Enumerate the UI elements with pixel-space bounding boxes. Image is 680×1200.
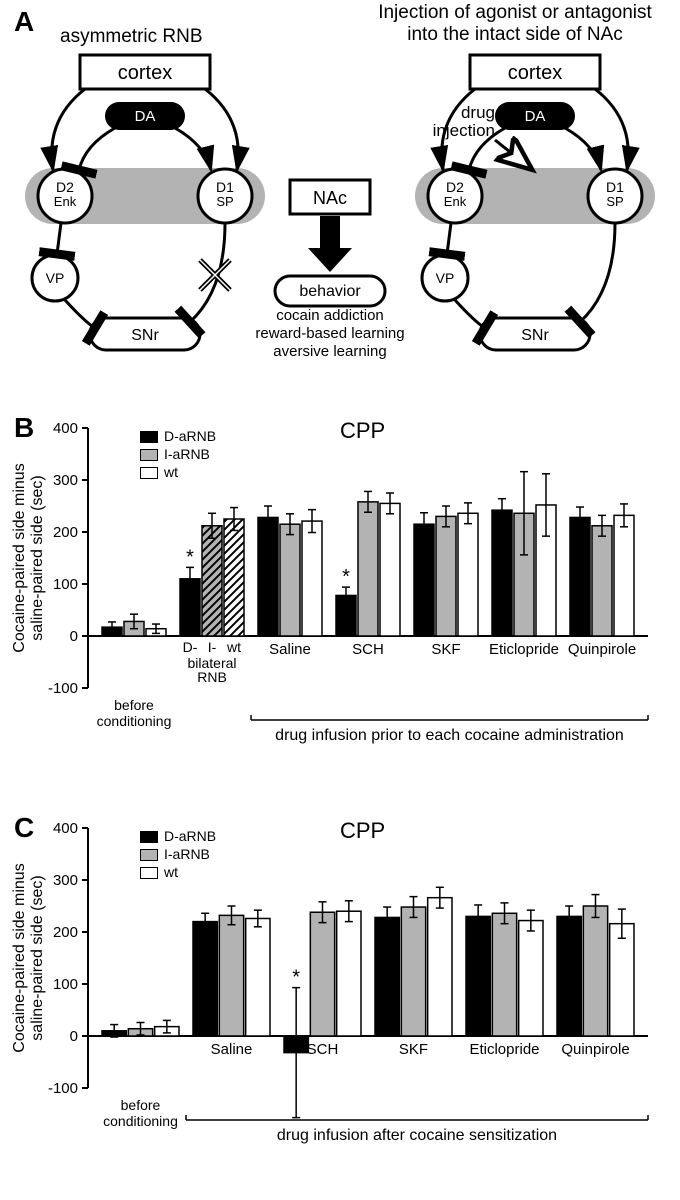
svg-text:before: before <box>121 1097 161 1113</box>
svg-text:Quinpirole: Quinpirole <box>561 1041 629 1058</box>
svg-text:cortex: cortex <box>508 62 562 84</box>
panel-a-diagram: cortexDAD2EnkD1SPVPSNrcortexDAD2EnkD1SPV… <box>0 0 680 370</box>
svg-text:VP: VP <box>46 270 65 286</box>
svg-text:RNB: RNB <box>197 669 227 685</box>
svg-text:*: * <box>292 967 300 989</box>
svg-text:SCH: SCH <box>352 641 384 658</box>
svg-text:Saline: Saline <box>269 641 311 658</box>
svg-text:saline-paired side (sec): saline-paired side (sec) <box>29 475 46 640</box>
svg-text:Eticlopride: Eticlopride <box>489 641 559 658</box>
svg-text:SP: SP <box>606 194 623 209</box>
svg-text:drug: drug <box>461 103 495 122</box>
svg-text:wt: wt <box>226 639 241 655</box>
svg-text:Enk: Enk <box>444 194 467 209</box>
svg-text:Eticlopride: Eticlopride <box>469 1041 539 1058</box>
svg-text:aversive learning: aversive learning <box>273 343 386 360</box>
svg-text:D2: D2 <box>56 179 74 195</box>
svg-text:SKF: SKF <box>399 1041 428 1058</box>
svg-text:conditioning: conditioning <box>103 1113 178 1129</box>
svg-text:NAc: NAc <box>313 188 347 208</box>
svg-text:100: 100 <box>53 976 78 993</box>
svg-text:400: 400 <box>53 420 78 437</box>
svg-text:Cocaine-paired side minus: Cocaine-paired side minus <box>11 863 28 1052</box>
svg-text:SNr: SNr <box>521 327 549 344</box>
svg-text:D1: D1 <box>216 179 234 195</box>
svg-text:0: 0 <box>70 628 78 645</box>
svg-text:D2: D2 <box>446 179 464 195</box>
svg-text:SCH: SCH <box>307 1041 339 1058</box>
svg-text:D1: D1 <box>606 179 624 195</box>
svg-text:DA: DA <box>525 108 546 125</box>
svg-text:Quinpirole: Quinpirole <box>568 641 636 658</box>
svg-text:0: 0 <box>70 1028 78 1045</box>
svg-text:D-: D- <box>183 639 198 655</box>
svg-text:conditioning: conditioning <box>97 713 172 729</box>
svg-text:VP: VP <box>436 270 455 286</box>
svg-text:drug infusion prior to each co: drug infusion prior to each cocaine admi… <box>275 727 624 744</box>
svg-text:*: * <box>342 566 350 588</box>
svg-text:saline-paired side (sec): saline-paired side (sec) <box>29 875 46 1040</box>
svg-text:Saline: Saline <box>211 1041 253 1058</box>
svg-text:injection: injection <box>433 121 495 140</box>
svg-text:200: 200 <box>53 924 78 941</box>
svg-text:SP: SP <box>216 194 233 209</box>
svg-text:behavior: behavior <box>299 283 361 300</box>
svg-text:300: 300 <box>53 472 78 489</box>
svg-text:200: 200 <box>53 524 78 541</box>
svg-text:I-: I- <box>208 639 217 655</box>
svg-text:300: 300 <box>53 872 78 889</box>
panel-c-chart: -100 0 100 200 300 400 Cocaine-paired side min… <box>0 810 680 1200</box>
panel-b-chart: -100 0 100 200 300 400 Cocaine-paired side min… <box>0 410 680 800</box>
svg-text:Enk: Enk <box>54 194 77 209</box>
svg-text:reward-based learning: reward-based learning <box>255 325 404 342</box>
svg-text:100: 100 <box>53 576 78 593</box>
svg-text:cortex: cortex <box>118 62 172 84</box>
svg-text:-100: -100 <box>48 680 78 697</box>
svg-text:*: * <box>186 546 194 568</box>
svg-text:SNr: SNr <box>131 327 159 344</box>
svg-text:400: 400 <box>53 820 78 837</box>
svg-text:cocain addiction: cocain addiction <box>276 307 384 324</box>
svg-text:-100: -100 <box>48 1080 78 1097</box>
figure: A asymmetric RNB Injection of agonist or… <box>0 0 680 1197</box>
svg-text:Cocaine-paired side minus: Cocaine-paired side minus <box>11 463 28 652</box>
svg-text:before: before <box>114 697 154 713</box>
svg-text:SKF: SKF <box>431 641 460 658</box>
svg-text:DA: DA <box>135 108 156 125</box>
svg-text:drug infusion after cocaine se: drug infusion after cocaine sensitizatio… <box>277 1127 557 1144</box>
